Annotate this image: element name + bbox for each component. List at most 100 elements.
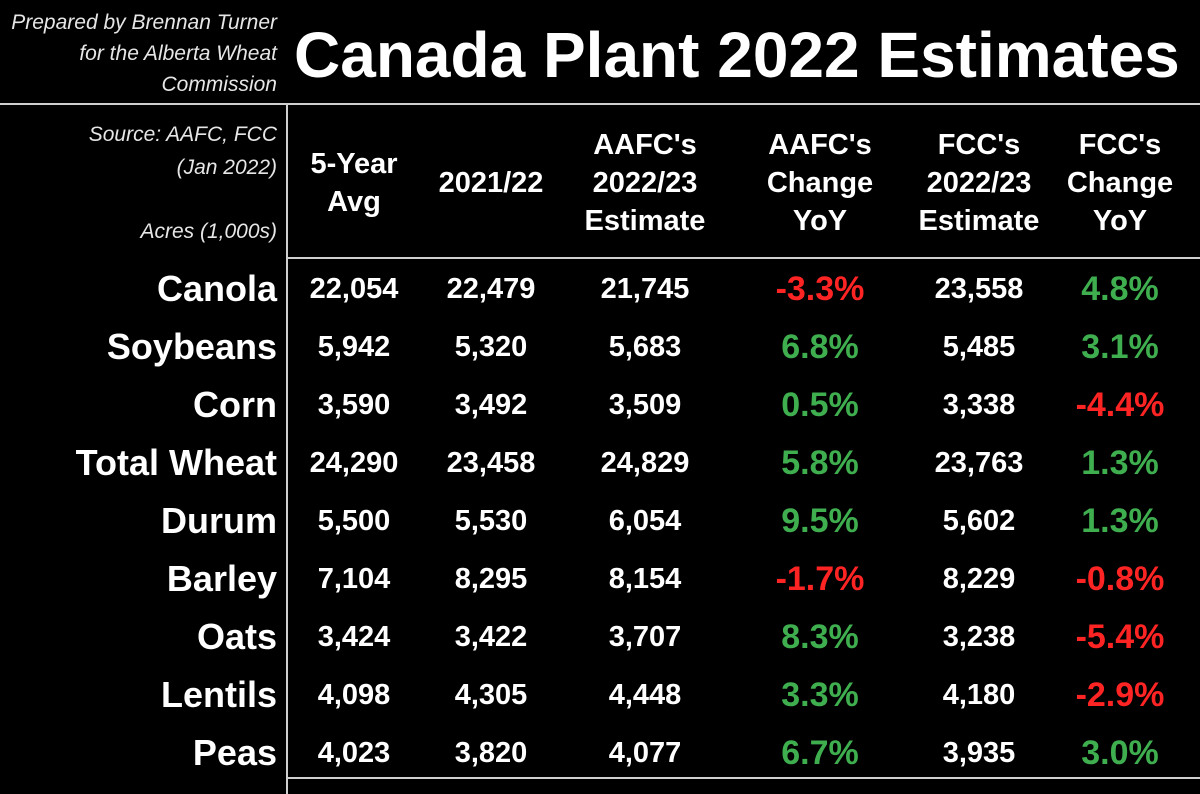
cell-aafc-2022-23-estimate: 6,054 [608, 505, 682, 537]
chart-title: Canada Plant 2022 Estimates [294, 19, 1180, 91]
source-note: Source: AAFC, FCC (Jan 2022) [0, 118, 277, 184]
table-row-corn: Corn 3,590 3,492 3,509 0.5% 3,338 -4.4% [0, 376, 1200, 434]
row-label-total-wheat: Total Wheat [75, 442, 277, 483]
cell-2021-22: 5,530 [454, 505, 528, 537]
row-label-oats: Oats [196, 616, 277, 657]
cell-fcc-change-yoy: -0.8% [1075, 560, 1165, 598]
column-header-line: 5-Year [310, 148, 398, 180]
column-header-line: Estimate [918, 205, 1040, 237]
table-row-peas: Peas 4,023 3,820 4,077 6.7% 3,935 3.0% [0, 724, 1200, 782]
cell-fcc-2022-23-estimate: 3,338 [942, 389, 1016, 421]
credit-line: Prepared by Brennan Turner [11, 11, 277, 34]
cell-aafc-2022-23-estimate: 5,683 [608, 331, 682, 363]
cell-fcc-change-yoy: -2.9% [1075, 676, 1165, 714]
cell-fcc-2022-23-estimate: 8,229 [942, 563, 1016, 595]
source-line: (Jan 2022) [176, 156, 277, 179]
cell-fcc-2022-23-estimate: 4,180 [942, 679, 1016, 711]
cell-2021-22: 3,820 [454, 737, 528, 769]
column-header-aafc-2022-23-estimate: AAFC's 2022/23 Estimate [570, 110, 720, 256]
divider-bottom [286, 777, 1200, 779]
cell-five-year-avg: 24,290 [309, 447, 399, 479]
row-label-soybeans: Soybeans [106, 326, 277, 367]
cell-aafc-change-yoy: 0.5% [781, 386, 859, 424]
cell-fcc-change-yoy: 3.1% [1081, 328, 1159, 366]
table-row-soybeans: Soybeans 5,942 5,320 5,683 6.8% 5,485 3.1% [0, 318, 1200, 376]
divider-header [286, 257, 1200, 259]
cell-fcc-2022-23-estimate: 5,602 [942, 505, 1016, 537]
credit-line: for the Alberta Wheat [79, 42, 277, 65]
cell-2021-22: 5,320 [454, 331, 528, 363]
column-header-line: Change [1066, 167, 1174, 199]
cell-2021-22: 23,458 [446, 447, 536, 479]
divider-top [0, 103, 1200, 105]
cell-aafc-change-yoy: 5.8% [781, 444, 859, 482]
column-header-line: FCC's [1078, 129, 1162, 161]
cell-fcc-change-yoy: 1.3% [1081, 502, 1159, 540]
table-row-oats: Oats 3,424 3,422 3,707 8.3% 3,238 -5.4% [0, 608, 1200, 666]
row-label-lentils: Lentils [160, 674, 277, 715]
table-row-durum: Durum 5,500 5,530 6,054 9.5% 5,602 1.3% [0, 492, 1200, 550]
table-row-total-wheat: Total Wheat 24,290 23,458 24,829 5.8% 23,763 1… [0, 434, 1200, 492]
column-header-line: 2022/23 [592, 167, 698, 199]
row-label-durum: Durum [161, 500, 277, 541]
column-header-fcc-2022-23-estimate: FCC's 2022/23 Estimate [904, 110, 1054, 256]
column-header-line: YoY [1092, 205, 1148, 237]
cell-aafc-change-yoy: -3.3% [775, 270, 865, 308]
cell-five-year-avg: 7,104 [317, 563, 391, 595]
column-header-line: Estimate [584, 205, 706, 237]
cell-aafc-2022-23-estimate: 8,154 [608, 563, 682, 595]
cell-fcc-2022-23-estimate: 5,485 [942, 331, 1016, 363]
cell-five-year-avg: 5,942 [317, 331, 391, 363]
cell-five-year-avg: 3,424 [317, 621, 391, 653]
cell-five-year-avg: 22,054 [309, 273, 399, 305]
cell-fcc-2022-23-estimate: 23,558 [934, 273, 1024, 305]
column-header-line: FCC's [937, 129, 1021, 161]
row-label-peas: Peas [192, 732, 277, 773]
column-header-aafc-change-yoy: AAFC's Change YoY [745, 110, 895, 256]
column-header-line: Change [766, 167, 874, 199]
cell-2021-22: 3,492 [454, 389, 528, 421]
cell-aafc-change-yoy: 6.7% [781, 734, 859, 772]
column-header-line: Avg [327, 186, 381, 218]
cell-2021-22: 22,479 [446, 273, 536, 305]
source-line: Source: AAFC, FCC [88, 123, 277, 146]
cell-aafc-2022-23-estimate: 3,509 [608, 389, 682, 421]
cell-fcc-change-yoy: -5.4% [1075, 618, 1165, 656]
cell-2021-22: 3,422 [454, 621, 528, 653]
cell-2021-22: 4,305 [454, 679, 528, 711]
cell-aafc-2022-23-estimate: 21,745 [600, 273, 690, 305]
cell-aafc-2022-23-estimate: 24,829 [600, 447, 690, 479]
row-label-barley: Barley [166, 558, 277, 599]
divider-vertical [286, 103, 288, 794]
column-header-line: AAFC's [593, 129, 697, 161]
cell-fcc-2022-23-estimate: 23,763 [934, 447, 1024, 479]
row-label-corn: Corn [193, 384, 277, 425]
cell-fcc-2022-23-estimate: 3,238 [942, 621, 1016, 653]
cell-fcc-change-yoy: 3.0% [1081, 734, 1159, 772]
cell-fcc-change-yoy: 1.3% [1081, 444, 1159, 482]
cell-aafc-change-yoy: 3.3% [781, 676, 859, 714]
table-row-lentils: Lentils 4,098 4,305 4,448 3.3% 4,180 -2.9% [0, 666, 1200, 724]
units-label: Acres (1,000s) [140, 220, 277, 243]
column-header-2021-22: 2021/22 [416, 110, 566, 256]
credit-block: Prepared by Brennan Turner for the Alber… [0, 7, 277, 100]
cell-five-year-avg: 5,500 [317, 505, 391, 537]
column-header-fcc-change-yoy: FCC's Change YoY [1045, 110, 1195, 256]
cell-five-year-avg: 4,098 [317, 679, 391, 711]
cell-five-year-avg: 4,023 [317, 737, 391, 769]
cell-fcc-change-yoy: -4.4% [1075, 386, 1165, 424]
cell-aafc-change-yoy: 6.8% [781, 328, 859, 366]
credit-line: Commission [161, 73, 277, 96]
table-row-canola: Canola 22,054 22,479 21,745 -3.3% 23,558 4.8% [0, 260, 1200, 318]
cell-2021-22: 8,295 [454, 563, 528, 595]
column-header-line: 2021/22 [438, 167, 544, 199]
column-header-five-year-avg: 5-Year Avg [279, 110, 429, 256]
column-header-line: YoY [792, 205, 848, 237]
row-label-canola: Canola [156, 268, 277, 309]
cell-fcc-2022-23-estimate: 3,935 [942, 737, 1016, 769]
column-header-line: 2022/23 [926, 167, 1032, 199]
cell-aafc-change-yoy: 8.3% [781, 618, 859, 656]
cell-fcc-change-yoy: 4.8% [1081, 270, 1159, 308]
cell-aafc-change-yoy: 9.5% [781, 502, 859, 540]
column-header-line: AAFC's [768, 129, 872, 161]
